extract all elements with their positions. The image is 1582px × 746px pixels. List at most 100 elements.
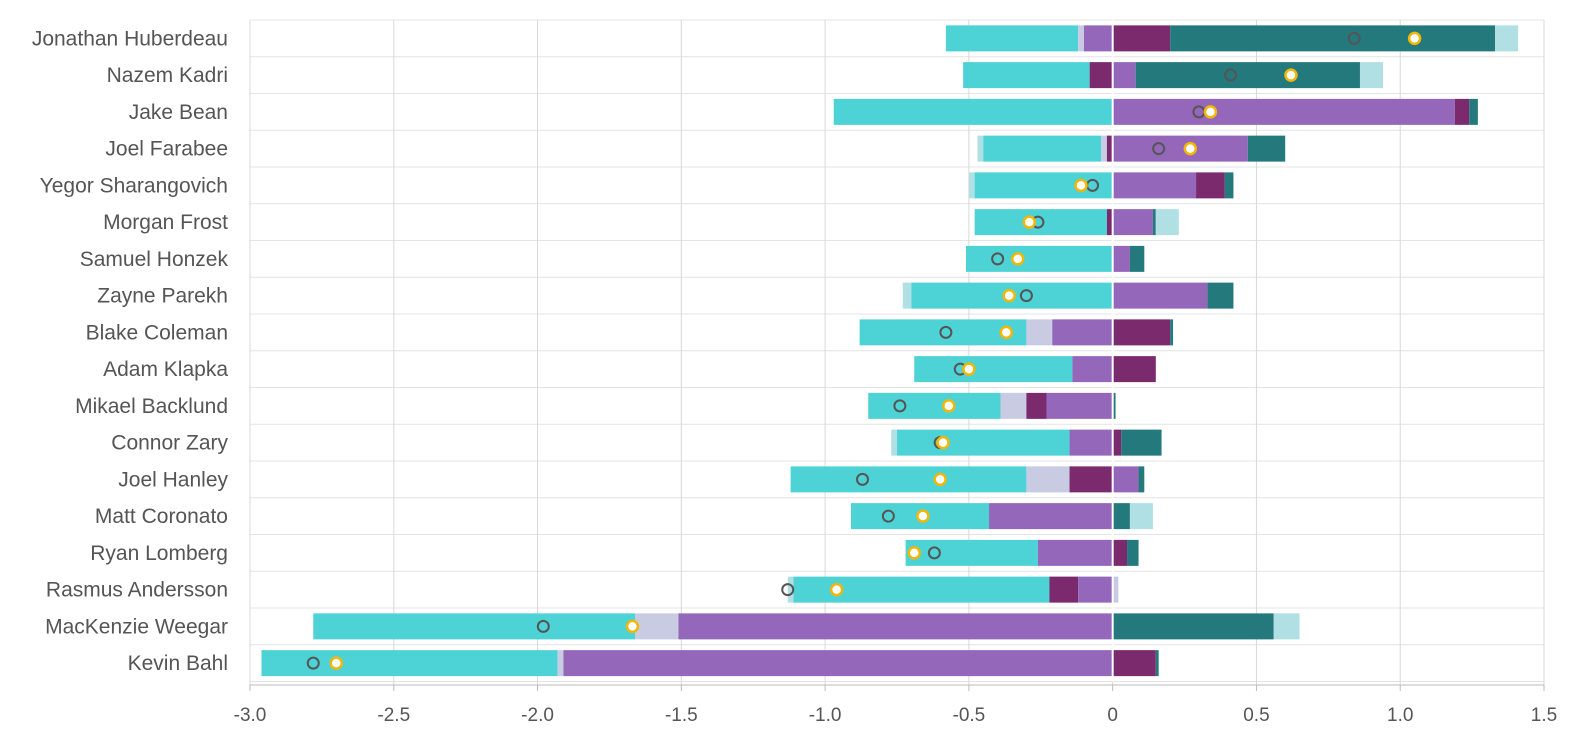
bar-segment-cyan bbox=[833, 98, 1113, 125]
bar-segment-plum bbox=[1089, 62, 1113, 89]
x-tick-label: 1.5 bbox=[1531, 705, 1557, 726]
bar-segment-light_lavender bbox=[635, 613, 679, 640]
gold-marker bbox=[916, 509, 930, 523]
bar-segment-cyan bbox=[963, 62, 1090, 89]
gold-marker bbox=[625, 619, 640, 634]
bar-segment-teal bbox=[1170, 25, 1496, 52]
bar-segment-light_cyan bbox=[968, 172, 975, 199]
gray-marker bbox=[939, 325, 953, 339]
player-label: Yegor Sharangovich bbox=[40, 174, 228, 197]
bar-segment-purple bbox=[1083, 25, 1113, 52]
bar-segment-purple bbox=[1037, 539, 1113, 566]
player-labels: Jonathan Huberdeau Nazem Kadri Jake Bean Jo… bbox=[32, 27, 229, 675]
bar-segment-purple bbox=[1112, 62, 1136, 89]
bar-segment-purple bbox=[1112, 135, 1248, 162]
gold-marker bbox=[1284, 68, 1298, 82]
bar-segment-light_cyan bbox=[1155, 209, 1179, 236]
bar-segment-light_cyan bbox=[902, 282, 912, 309]
bar-segment-light_cyan bbox=[787, 576, 794, 603]
gold-marker bbox=[936, 435, 950, 450]
player-label: Rasmus Andersson bbox=[46, 579, 228, 602]
bar-segment-teal bbox=[1152, 209, 1156, 236]
gold-marker bbox=[962, 362, 976, 376]
gray-marker bbox=[893, 399, 907, 413]
gold-marker bbox=[942, 399, 956, 413]
bar-segment-light_cyan bbox=[1495, 25, 1519, 52]
bar-segment-purple bbox=[1112, 282, 1208, 309]
gold-marker bbox=[829, 582, 844, 597]
bar-segment-teal bbox=[1127, 539, 1139, 566]
bar-segment-purple bbox=[1052, 319, 1113, 346]
player-label: Blake Coleman bbox=[86, 321, 228, 344]
player-label: Jake Bean bbox=[129, 101, 228, 124]
gray-marker bbox=[306, 656, 320, 670]
gold-marker bbox=[933, 472, 947, 487]
x-tick-label: 1.0 bbox=[1387, 705, 1413, 726]
bar-segment-light_lavender bbox=[1000, 392, 1027, 419]
bar-segment-plum bbox=[1069, 466, 1113, 493]
bar-segment-light_lavender bbox=[1026, 466, 1070, 493]
player-label: Morgan Frost bbox=[103, 211, 228, 234]
gray-marker bbox=[1347, 31, 1361, 45]
gray-marker bbox=[927, 546, 941, 560]
x-tick-label: -0.5 bbox=[953, 705, 986, 726]
player-label: Nazem Kadri bbox=[107, 64, 228, 87]
player-label: Ryan Lomberg bbox=[90, 542, 228, 565]
bar-segment-teal bbox=[1138, 466, 1145, 493]
bar-segment-light_cyan bbox=[977, 135, 984, 162]
gold-marker bbox=[907, 546, 922, 560]
player-label: Adam Klapka bbox=[103, 358, 228, 381]
x-tick-label: -2.5 bbox=[377, 705, 410, 726]
bar-segment-plum bbox=[1106, 209, 1113, 236]
bar-segment-teal bbox=[1129, 245, 1145, 272]
bar-segment-cyan bbox=[790, 466, 1027, 493]
bar-segment-cyan bbox=[261, 650, 558, 677]
bar-segment-teal bbox=[1112, 613, 1274, 640]
bar-segment-plum bbox=[1112, 650, 1156, 677]
bar-segment-plum bbox=[1112, 319, 1171, 346]
x-axis-ticks: -3.0 -2.5 -2.0 -1.5 -1.0 -0.5 0 0.5 1.0 1.5 bbox=[234, 684, 1557, 726]
gold-marker bbox=[329, 656, 344, 670]
markers-layer bbox=[306, 31, 1422, 670]
bar-segment-light_cyan bbox=[1273, 613, 1300, 640]
gray-marker bbox=[1019, 289, 1033, 303]
bar-segment-light_lavender bbox=[1026, 319, 1053, 346]
gray-marker bbox=[1224, 68, 1238, 82]
x-tick-label: -3.0 bbox=[234, 705, 267, 726]
bar-segment-cyan bbox=[945, 25, 1079, 52]
gray-marker bbox=[1152, 142, 1166, 156]
bar-segment-plum bbox=[1026, 392, 1047, 419]
bar-segment-cyan bbox=[974, 172, 1113, 199]
gold-marker bbox=[1183, 141, 1198, 156]
player-label: Joel Farabee bbox=[105, 138, 228, 161]
bar-segment-teal bbox=[1207, 282, 1234, 309]
x-tick-label: -1.5 bbox=[665, 705, 698, 726]
bar-segment-light_lavender bbox=[1078, 25, 1084, 52]
bar-segment-teal bbox=[1247, 135, 1286, 162]
bar-segment-teal bbox=[1112, 392, 1116, 419]
gold-marker bbox=[1407, 31, 1422, 46]
bar-segment-light_cyan bbox=[1359, 62, 1383, 89]
bar-segment-light_cyan bbox=[891, 429, 897, 456]
gold-marker bbox=[1022, 215, 1037, 229]
player-label: Jonathan Huberdeau bbox=[32, 27, 228, 50]
bar-segment-cyan bbox=[313, 613, 636, 640]
bar-segment-cyan bbox=[966, 245, 1113, 272]
bar-segment-plum bbox=[1112, 429, 1122, 456]
bar-segment-light_cyan bbox=[1129, 503, 1153, 530]
bar-segment-plum bbox=[1112, 539, 1128, 566]
gray-marker bbox=[881, 509, 895, 523]
player-label: Samuel Honzek bbox=[80, 248, 229, 271]
bar-segment-purple bbox=[1112, 245, 1130, 272]
bar-segment-plum bbox=[1112, 25, 1171, 52]
bar-segment-cyan bbox=[859, 319, 1027, 346]
bar-segment-teal bbox=[1155, 650, 1159, 677]
player-label: Mikael Backlund bbox=[75, 395, 228, 418]
grid-layer bbox=[249, 19, 1545, 685]
x-tick-label: 0.5 bbox=[1243, 705, 1269, 726]
player-label: Joel Hanley bbox=[118, 468, 228, 491]
bar-segment-purple bbox=[1112, 98, 1455, 125]
x-tick-label: -1.0 bbox=[809, 705, 842, 726]
bar-segment-light_lavender bbox=[557, 650, 564, 677]
bar-segment-teal bbox=[1170, 319, 1174, 346]
